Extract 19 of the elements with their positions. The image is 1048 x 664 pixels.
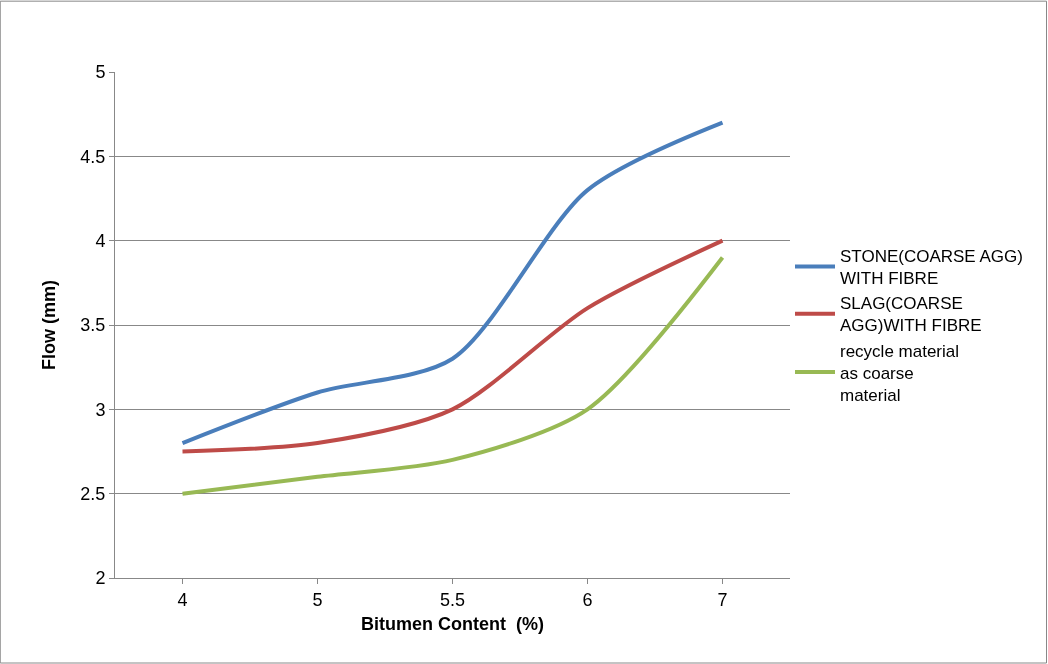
x-tick-label: 7 bbox=[717, 589, 728, 610]
y-axis-title: Flow (mm) bbox=[38, 280, 59, 370]
y-tick-label: 2 bbox=[95, 568, 106, 589]
x-tick-label: 4 bbox=[177, 589, 188, 610]
y-tick-label: 2.5 bbox=[80, 483, 106, 504]
x-tick-label: 6 bbox=[582, 589, 593, 610]
legend-label: STONE(COARSE AGG) WITH FIBRE bbox=[840, 247, 1023, 289]
y-tick-label: 4 bbox=[95, 230, 106, 251]
x-tick-label: 5 bbox=[312, 589, 323, 610]
line-series bbox=[180, 120, 725, 446]
y-tick-label: 4.5 bbox=[80, 146, 106, 167]
y-tick-label: 5 bbox=[95, 62, 106, 83]
x-tick-label: 5.5 bbox=[439, 589, 466, 610]
y-tick-label: 3 bbox=[95, 399, 106, 420]
x-axis-title: Bitumen Content (%) bbox=[361, 613, 544, 634]
y-tick-label: 3.5 bbox=[80, 315, 106, 336]
line-series bbox=[180, 238, 725, 454]
legend-label: recycle material as coarse material bbox=[840, 341, 960, 405]
line-series bbox=[180, 255, 725, 496]
